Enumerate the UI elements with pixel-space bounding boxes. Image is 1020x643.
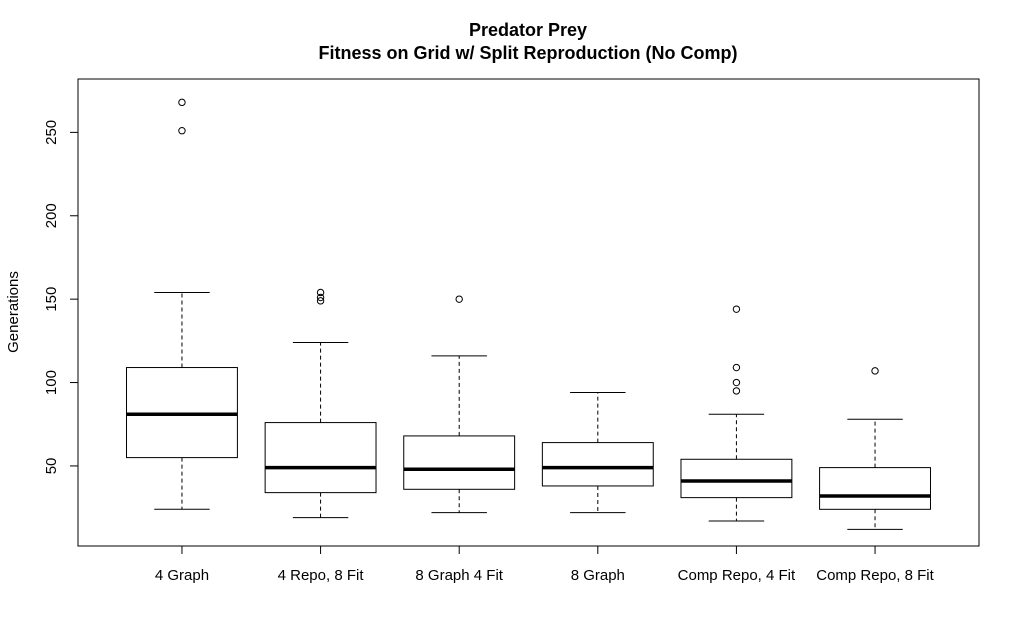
outlier-point: [732, 378, 741, 387]
outlier-point: [178, 98, 186, 107]
outlier-point: [316, 297, 325, 305]
x-tick-label: 8 Graph: [571, 567, 625, 584]
outlier-point: [732, 305, 741, 313]
x-tick-label: 4 Repo, 8 Fit: [278, 567, 365, 584]
outlier-point: [178, 127, 186, 135]
outlier-point: [871, 367, 879, 375]
chart-title: Predator Prey: [469, 20, 587, 40]
outlier-point: [455, 295, 463, 303]
y-tick-label: 200: [43, 203, 60, 228]
boxes-group: [126, 98, 931, 530]
box-3: [403, 295, 516, 514]
x-tick-label: 8 Graph 4 Fit: [415, 567, 503, 584]
box-5: [680, 305, 793, 522]
outlier-point: [732, 387, 741, 395]
x-tick-label: Comp Repo, 4 Fit: [678, 567, 796, 584]
outlier-point: [732, 363, 741, 372]
y-axis: 50 100 150 200 250: [43, 120, 79, 475]
y-tick-label: 100: [43, 370, 60, 395]
box-4: [541, 392, 654, 514]
iqr-box: [403, 435, 516, 490]
x-axis: 4 Graph 4 Repo, 8 Fit 8 Graph 4 Fit 8 Graph…: [155, 546, 935, 584]
iqr-box: [541, 442, 654, 487]
y-tick-label: 150: [43, 287, 60, 312]
box-2: [264, 288, 377, 519]
iqr-box: [264, 422, 377, 494]
iqr-box: [819, 467, 931, 510]
y-tick-label: 50: [43, 458, 60, 475]
y-axis-label: Generations: [5, 271, 22, 353]
x-tick-label: 4 Graph: [155, 567, 209, 584]
y-tick-label: 250: [43, 120, 60, 145]
chart-subtitle: Fitness on Grid w/ Split Reproduction (N…: [319, 43, 738, 63]
outlier-point: [316, 288, 325, 297]
x-tick-label: Comp Repo, 8 Fit: [816, 567, 934, 584]
box-6: [819, 367, 931, 530]
box-1: [126, 98, 238, 510]
outlier-point: [316, 293, 325, 302]
iqr-box: [680, 458, 793, 499]
